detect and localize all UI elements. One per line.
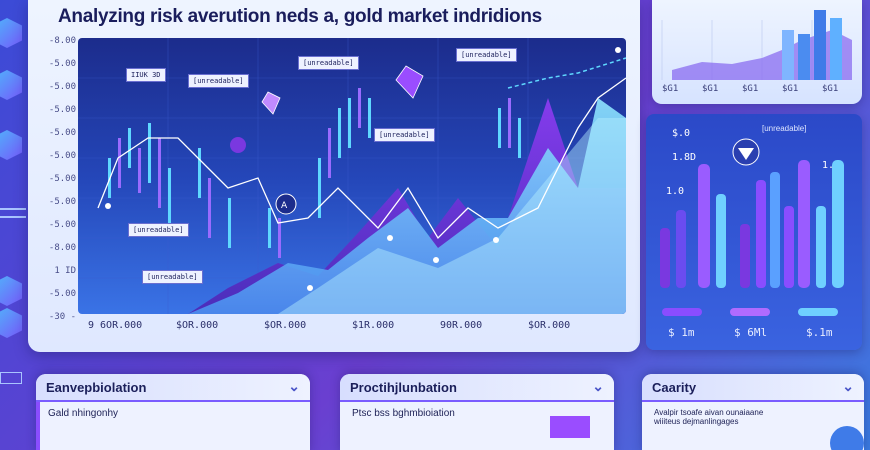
- footer-value: $ 1m: [668, 326, 695, 339]
- chevron-down-icon[interactable]: ⌄: [288, 378, 300, 394]
- callout-label: [unreadable]: [374, 128, 435, 142]
- axis-value: 1.0: [822, 160, 841, 171]
- x-tick-label: $OR.000: [176, 320, 219, 331]
- mini-bar-chart-panel[interactable]: $G1 $G1 $G1 $G1 $G1: [652, 0, 862, 104]
- hexagon-icon[interactable]: [0, 276, 22, 306]
- axis-value: 1.0: [666, 186, 685, 197]
- legend-pill: [662, 308, 702, 316]
- y-tick-label: -5.00: [48, 105, 76, 115]
- mini-badge: [550, 416, 590, 438]
- mini-x-tick: $G1: [742, 84, 759, 94]
- card-title-text: Proctihjlunbation: [350, 380, 457, 395]
- hexagon-icon[interactable]: [0, 70, 22, 100]
- card-accent: [36, 402, 40, 450]
- card-body: Avalpir tsoafe aivan ounaiaane wiiiteus …: [654, 408, 764, 426]
- menu-line: [0, 208, 26, 210]
- card-title-text: Eanvepbiolation: [46, 380, 147, 395]
- axis-value: 1.8D: [672, 152, 697, 163]
- y-tick-label: -5.00: [48, 174, 76, 184]
- axis-value: $.0: [672, 128, 691, 139]
- x-tick-label: $1R.000: [352, 320, 395, 331]
- legend-pill: [730, 308, 770, 316]
- x-tick-label: 9 6OR.000: [88, 320, 143, 331]
- callout-label: [unreadable]: [142, 270, 203, 284]
- hexagon-icon[interactable]: [0, 308, 22, 338]
- y-tick-label: -5.00: [48, 151, 76, 161]
- card-body: Gald nhingonhy: [48, 408, 119, 419]
- info-card[interactable]: Caarity ⌄ Avalpir tsoafe aivan ounaiaane…: [642, 374, 864, 450]
- area-cyan: [188, 98, 626, 314]
- main-panel: Analyzing risk averution neds a, gold ma…: [28, 0, 640, 352]
- menu-line: [0, 216, 26, 218]
- callout-label: [unreadable]: [128, 223, 189, 237]
- card-title: Proctihjlunbation ⌄: [340, 374, 614, 402]
- rail-badge: [0, 372, 22, 384]
- hexagon-icon[interactable]: [0, 130, 22, 160]
- panel-heading: [unreadable]: [762, 124, 807, 133]
- card-body: Ptsc bss bghmbioiation: [352, 408, 455, 419]
- footer-value: $ 6Ml: [734, 326, 768, 339]
- card-title: Eanvepbiolation ⌄: [36, 374, 310, 402]
- x-tick-label: $OR.000: [264, 320, 307, 331]
- y-tick-label: -30 -: [48, 312, 76, 322]
- legend-pill: [798, 308, 838, 316]
- y-axis: -8.00 -5.00 -5.00 -5.00 -5.00 -5.00 -5.00 -5.00…: [44, 36, 76, 326]
- vertical-bar-panel[interactable]: [unreadable] $.0 1.8D 1.0 1.0 $ 1m $ 6Ml…: [646, 114, 862, 350]
- svg-text:A: A: [281, 201, 288, 211]
- mini-x-tick: $G1: [662, 84, 679, 94]
- y-tick-label: -5.00: [48, 59, 76, 69]
- card-title-text: Caarity: [652, 380, 697, 395]
- hexagon-icon[interactable]: [0, 18, 22, 48]
- y-tick-label: -8.00: [48, 36, 76, 46]
- mini-x-tick: $G1: [822, 84, 839, 94]
- callout-label: [unreadable]: [456, 48, 517, 62]
- y-tick-label: -5.00: [48, 197, 76, 207]
- y-tick-label: 1 ID: [54, 266, 76, 276]
- footer-value: $.1m: [806, 326, 833, 339]
- x-tick-label: $OR.000: [528, 320, 571, 331]
- callout-label: [unreadable]: [298, 56, 359, 70]
- y-tick-label: -5.00: [48, 82, 76, 92]
- info-card[interactable]: Eanvepbiolation ⌄ Gald nhingonhy: [36, 374, 310, 450]
- price-line: [97, 77, 626, 240]
- y-tick-label: -8.00: [48, 243, 76, 253]
- chevron-down-icon[interactable]: ⌄: [842, 378, 854, 394]
- x-tick-label: 90R.000: [440, 320, 483, 331]
- diamond-icon: [261, 91, 281, 115]
- callout-label: IIUK 3D: [126, 68, 166, 82]
- dashed-trend: [507, 57, 626, 89]
- callout-label: [unreadable]: [188, 74, 249, 88]
- vertical-bars: [660, 138, 844, 288]
- y-tick-label: -5.00: [48, 220, 76, 230]
- diamond-icon: [395, 65, 424, 99]
- pie-icon: [830, 426, 864, 450]
- card-title: Caarity ⌄: [642, 374, 864, 402]
- x-axis: 9 6OR.000 $OR.000 $OR.000 $1R.000 90R.000 $OR…: [88, 320, 628, 334]
- page-title: Analyzing risk averution neds a, gold ma…: [58, 6, 542, 27]
- chevron-down-icon[interactable]: ⌄: [592, 378, 604, 394]
- y-tick-label: -5.00: [48, 128, 76, 138]
- main-chart[interactable]: A IIUK 3D [unreadable] [unreadable] [unr…: [78, 38, 626, 314]
- mini-x-tick: $G1: [702, 84, 719, 94]
- mini-x-tick: $G1: [782, 84, 799, 94]
- info-card[interactable]: Proctihjlunbation ⌄ Ptsc bss bghmbioiati…: [340, 374, 614, 450]
- mini-bar-chart: [661, 10, 852, 80]
- left-rail: [0, 0, 30, 450]
- y-tick-label: -5.00: [48, 289, 76, 299]
- area-light: [278, 118, 626, 314]
